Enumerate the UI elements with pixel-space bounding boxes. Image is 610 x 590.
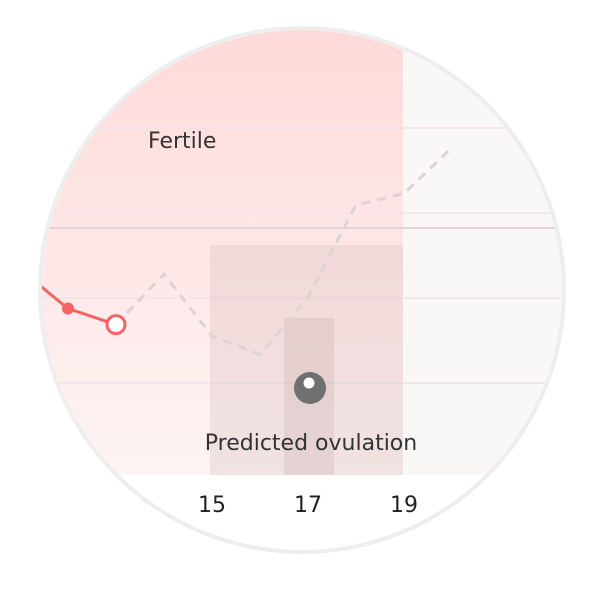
ovulation-label: Predicted ovulation — [205, 431, 417, 456]
fertility-chart: Fertile Predicted ovulation 15 17 19 — [42, 30, 562, 518]
ovulation-window-band — [210, 245, 403, 475]
x-tick-label: 17 — [294, 493, 322, 518]
predicted-series-line — [114, 146, 454, 357]
fertile-label: Fertile — [148, 129, 216, 154]
recorded-point[interactable] — [62, 302, 74, 315]
x-tick-label: 15 — [198, 493, 226, 518]
ovulation-icon — [294, 372, 326, 404]
fertile-window-band — [42, 30, 403, 475]
chart-magnifier: Fertile Predicted ovulation 15 17 19 — [42, 30, 562, 550]
recorded-series-line — [42, 285, 117, 327]
today-point[interactable] — [105, 314, 127, 336]
x-tick-label: 19 — [390, 493, 418, 518]
